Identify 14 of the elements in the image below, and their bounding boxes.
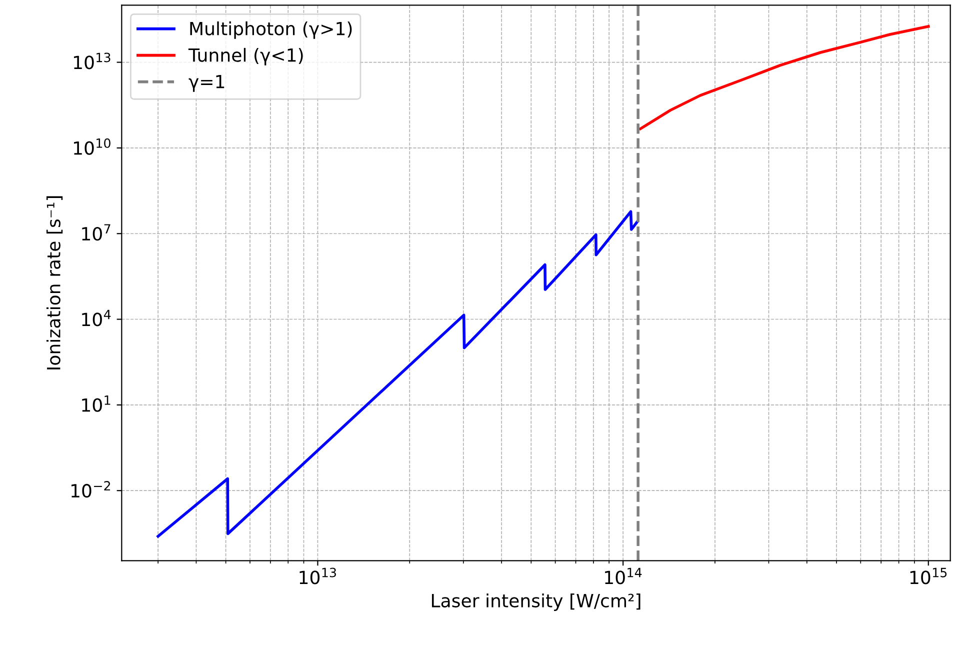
y-axis-title: Ionization rate [s⁻¹]: [46, 196, 63, 370]
y-tick-label: 10$^{4}$: [82, 310, 111, 326]
legend-label: Tunnel (γ<1): [188, 48, 303, 66]
y-tick-label: 10$^{13}$: [74, 52, 110, 70]
x-tick-label: 10$^{14}$: [605, 568, 642, 584]
x-tick-label: 10$^{15}$: [910, 568, 947, 584]
x-axis-title: Laser intensity [W/cm²]: [432, 593, 640, 611]
y-tick-label: 10$^{7}$: [82, 224, 110, 241]
y-tick-label: 10$^{1}$: [82, 396, 110, 412]
legend-label: γ=1: [188, 74, 224, 92]
legend-label: Multiphoton (γ>1): [190, 21, 352, 39]
x-tick-label: 10$^{13}$: [300, 568, 336, 584]
y-tick-label: 10$^{10}$: [74, 138, 110, 155]
y-tick-label: 10$^{−2}$: [71, 481, 110, 498]
